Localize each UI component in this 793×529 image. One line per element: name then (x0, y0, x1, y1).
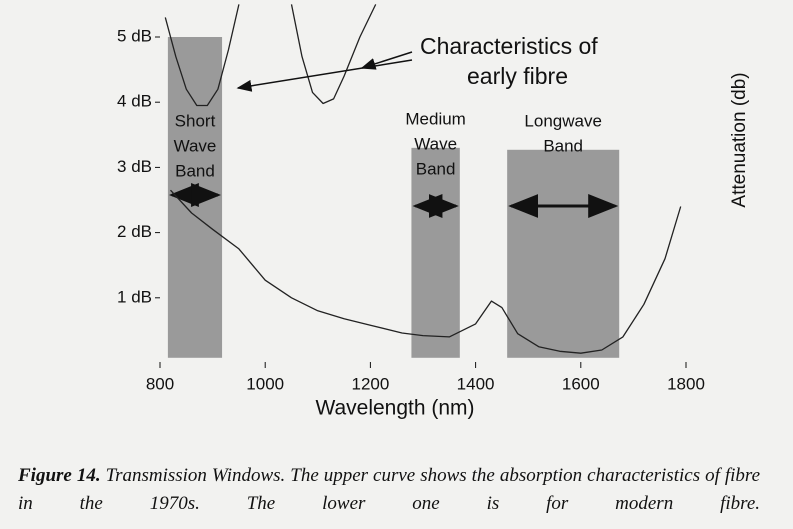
y-axis-label: Attenuation (db) (729, 72, 750, 207)
band (507, 149, 620, 358)
x-tick-label: 800 (146, 374, 174, 393)
x-tick-label: 1000 (246, 374, 284, 393)
x-tick-label: 1600 (562, 374, 600, 393)
band-label: Wave (174, 136, 217, 155)
annotation-arrow (236, 59, 413, 92)
annotation: early fibre (467, 63, 568, 89)
band (167, 37, 223, 358)
annotation: Characteristics of (420, 33, 598, 59)
band (411, 147, 460, 358)
caption-text: Transmission Windows. The upper curve sh… (18, 465, 760, 514)
y-tick-label: 2 dB (117, 222, 152, 241)
caption: Figure 14. Transmission Windows. The upp… (18, 462, 760, 518)
x-tick-label: 1400 (457, 374, 495, 393)
x-tick-label: 1800 (667, 374, 705, 393)
y-tick-label: 1 dB (117, 287, 152, 306)
band-label: Wave (414, 134, 457, 153)
band-label: Band (543, 136, 583, 155)
x-tick-label: 1200 (351, 374, 389, 393)
caption-label: Figure 14. (18, 465, 101, 486)
band-label: Band (175, 161, 215, 180)
band-label: Medium (405, 109, 465, 128)
annotation-arrow (360, 51, 413, 70)
band-label: Short (175, 111, 216, 130)
y-tick-label: 5 dB (117, 26, 152, 45)
curve (164, 4, 377, 107)
y-tick-label: 4 dB (117, 92, 152, 111)
band-label: Longwave (524, 111, 602, 130)
curve (170, 189, 682, 354)
y-tick-label: 3 dB (117, 157, 152, 176)
chart: ShortWaveBandMediumWaveBandLongwaveBand … (117, 4, 750, 420)
x-axis-label: Wavelength (nm) (315, 397, 474, 420)
band-label: Band (416, 159, 456, 178)
